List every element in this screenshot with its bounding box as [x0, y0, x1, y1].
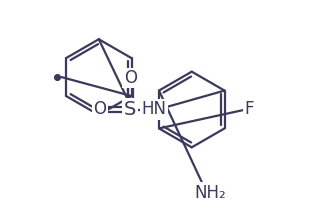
Text: HN: HN: [141, 101, 166, 118]
Text: F: F: [244, 101, 254, 118]
Text: O: O: [124, 69, 137, 87]
Text: O: O: [93, 101, 106, 118]
Text: NH₂: NH₂: [194, 184, 226, 202]
Text: S: S: [124, 100, 136, 119]
